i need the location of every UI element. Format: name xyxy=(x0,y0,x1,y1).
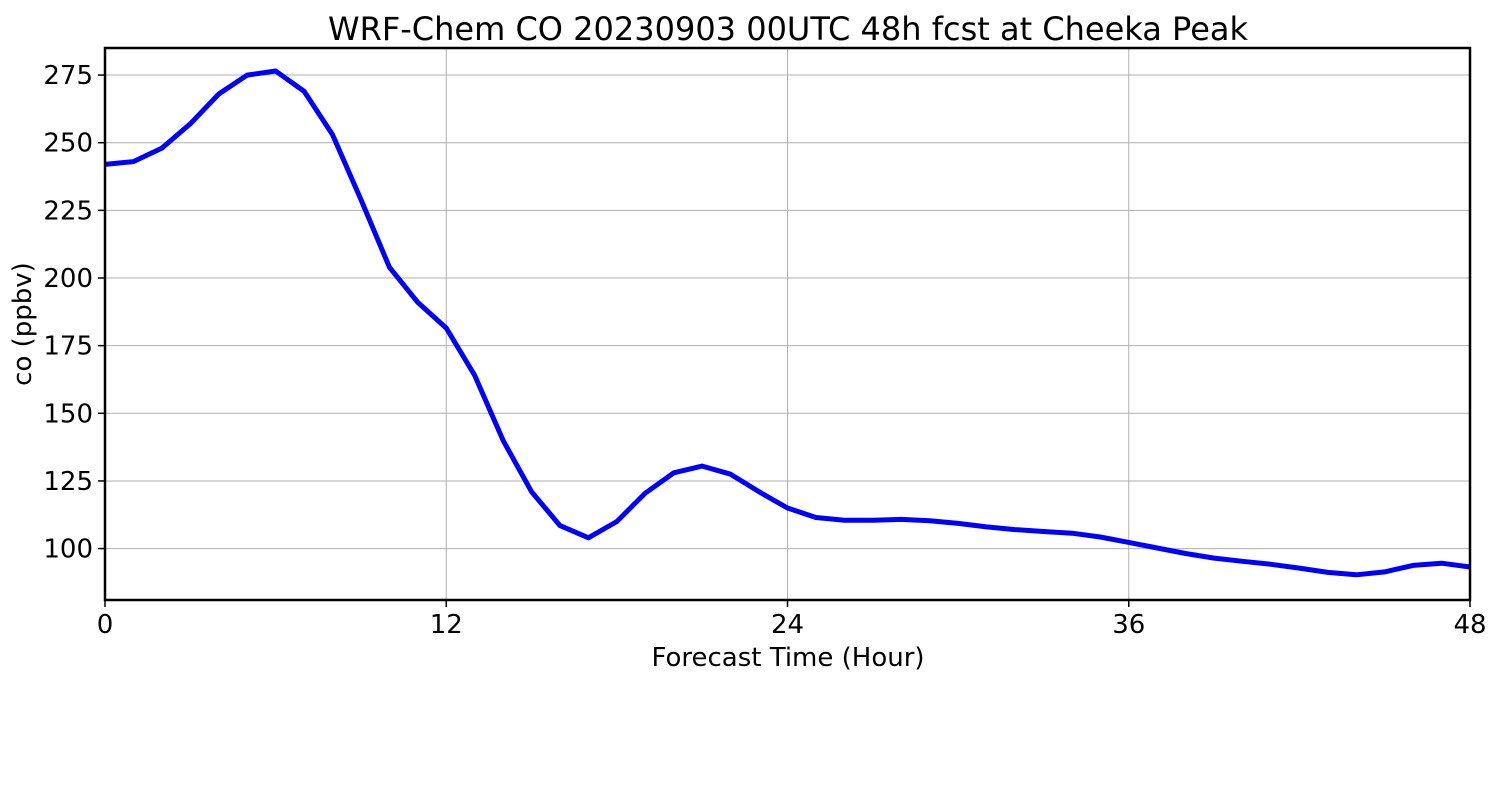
x-tick-label: 48 xyxy=(1453,610,1486,640)
y-tick-label: 275 xyxy=(43,61,93,91)
y-tick-label: 250 xyxy=(43,129,93,159)
axis-ticks: 0 12 24 36 48 100 125 150 175 200 225 250 275 xyxy=(43,61,1486,640)
y-tick-label: 200 xyxy=(43,264,93,294)
x-axis-label: Forecast Time (Hour) xyxy=(651,643,924,673)
chart-title: WRF-Chem CO 20230903 00UTC 48h fcst at C… xyxy=(328,10,1249,48)
y-tick-label: 225 xyxy=(43,196,93,226)
series-layer xyxy=(104,68,1471,578)
y-axis-label: co (ppbv) xyxy=(8,262,38,386)
x-tick-label: 0 xyxy=(97,610,114,640)
y-tick-label: 150 xyxy=(43,399,93,429)
x-tick-label: 36 xyxy=(1112,610,1145,640)
grid-lines xyxy=(104,48,1471,600)
x-tick-label: 24 xyxy=(771,610,804,640)
y-tick-label: 175 xyxy=(43,332,93,362)
co-series-line xyxy=(104,68,1471,578)
y-tick-label: 125 xyxy=(43,467,93,497)
x-tick-label: 12 xyxy=(430,610,463,640)
y-tick-label: 100 xyxy=(43,535,93,565)
